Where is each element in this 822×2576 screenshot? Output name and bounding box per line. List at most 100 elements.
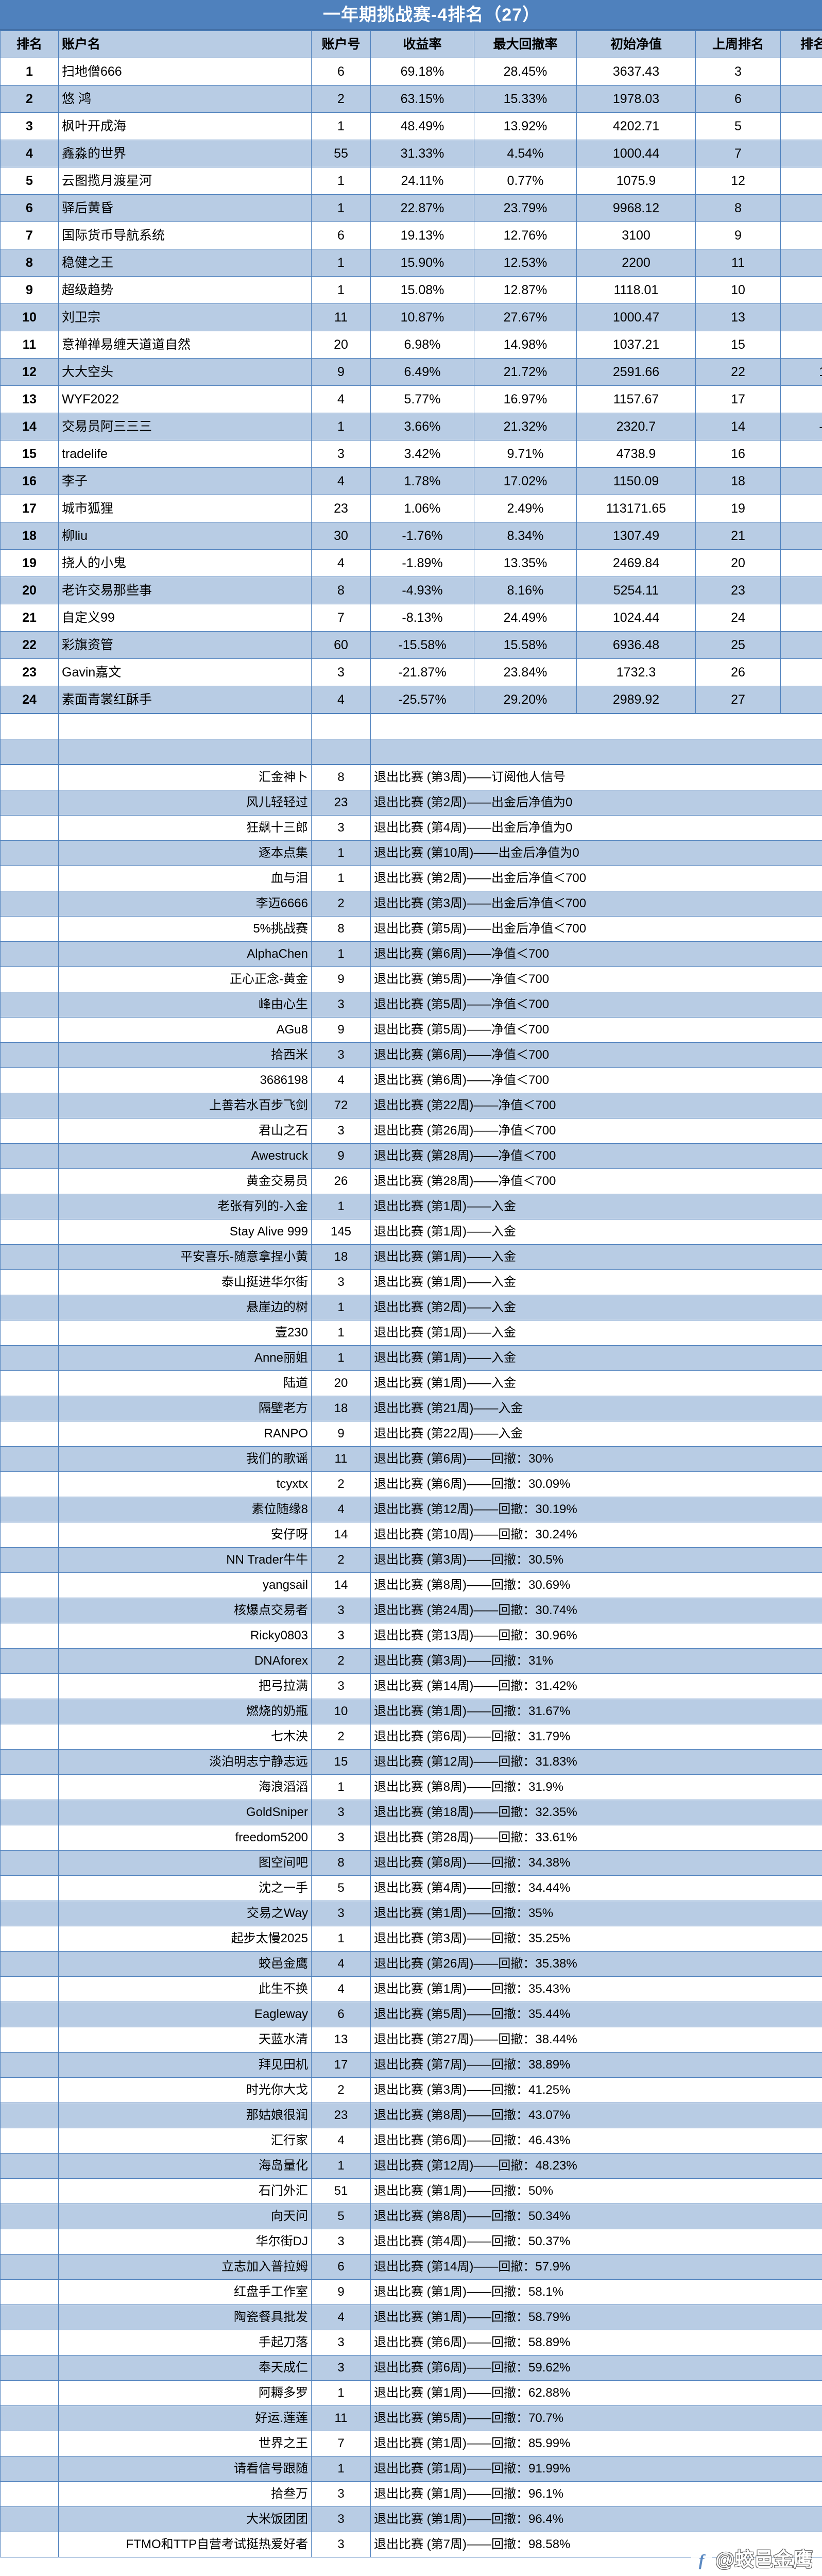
cell-exit-account-no: 1 bbox=[311, 840, 371, 866]
cell-exit-blank bbox=[0, 1850, 59, 1876]
cell-exit-account-no: 2 bbox=[311, 1471, 371, 1497]
cell-account-name: 李子 bbox=[58, 467, 312, 495]
cell-exit-name: 世界之王 bbox=[58, 2431, 312, 2456]
cell-exit-name: 壹230 bbox=[58, 1320, 312, 1346]
band-separator-row bbox=[0, 739, 822, 765]
cell-exit-reason: 退出比赛 (第26周)——净值＜700 bbox=[370, 1118, 822, 1144]
cell-exit-account-no: 3 bbox=[311, 1901, 371, 1926]
cell-rank: 16 bbox=[0, 467, 59, 495]
cell-exit-account-no: 3 bbox=[311, 1800, 371, 1825]
cell-rank: 3 bbox=[0, 112, 59, 140]
cell-exit-account-no: 4 bbox=[311, 1497, 371, 1522]
cell-exit-account-no: 15 bbox=[311, 1749, 371, 1775]
cell-exit-blank bbox=[0, 1093, 59, 1118]
cell-prev-rank: 16 bbox=[695, 440, 781, 468]
cell-return-rate: 15.90% bbox=[370, 249, 474, 277]
cell-exit-account-no: 3 bbox=[311, 2229, 371, 2255]
cell-rank-change: 2 bbox=[780, 58, 822, 86]
cell-initial-nav: 1732.3 bbox=[576, 658, 696, 686]
cell-account-no: 11 bbox=[311, 303, 371, 331]
cell-account-no: 8 bbox=[311, 577, 371, 604]
list-item: 上善若水百步飞剑 72 退出比赛 (第22周)——净值＜700 bbox=[0, 1093, 822, 1118]
cell-initial-nav: 1150.09 bbox=[576, 467, 696, 495]
cell-rank: 7 bbox=[0, 222, 59, 249]
cell-account-no: 4 bbox=[311, 549, 371, 577]
cell-account-no: 23 bbox=[311, 495, 371, 522]
cell-exit-name: 海浪滔滔 bbox=[58, 1774, 312, 1800]
list-item: 大米饭团团 3 退出比赛 (第1周)——回撤：96.4% bbox=[0, 2506, 822, 2532]
cell-account-no: 55 bbox=[311, 140, 371, 167]
cell-exit-blank bbox=[0, 2103, 59, 2128]
column-header-return-rate: 收益率 bbox=[370, 30, 474, 58]
list-item: 世界之王 7 退出比赛 (第1周)——回撤：85.99% bbox=[0, 2431, 822, 2456]
cell-max-drawdown: 21.32% bbox=[474, 413, 577, 440]
list-item: 华尔街DJ 3 退出比赛 (第4周)——回撤：50.37% bbox=[0, 2229, 822, 2255]
cell-exit-name: FTMO和TTP自营考试挺热爱好者 bbox=[58, 2532, 312, 2557]
cell-initial-nav: 2989.92 bbox=[576, 686, 696, 714]
column-header-account-no: 账户号 bbox=[311, 30, 371, 58]
cell-exit-reason: 退出比赛 (第6周)——净值＜700 bbox=[370, 1067, 822, 1093]
exit-table-body: 汇金神卜 8 退出比赛 (第3周)——订阅他人信号 风儿轻轻过 23 退出比赛 (第2周)… bbox=[0, 765, 822, 2557]
cell-max-drawdown: 14.98% bbox=[474, 331, 577, 359]
cell-exit-blank bbox=[0, 2330, 59, 2355]
cell-account-no: 1 bbox=[311, 413, 371, 440]
cell-exit-reason: 退出比赛 (第1周)——回撤：58.79% bbox=[370, 2304, 822, 2330]
column-header-account-name: 账户名 bbox=[58, 30, 312, 58]
cell-exit-blank bbox=[0, 1976, 59, 2002]
cell-exit-name: 隔壁老方 bbox=[58, 1396, 312, 1421]
list-item: 立志加入普拉姆 6 退出比赛 (第14周)——回撤：57.9% bbox=[0, 2254, 822, 2280]
cell-exit-reason: 退出比赛 (第6周)——回撤：30% bbox=[370, 1446, 822, 1472]
cell-exit-account-no: 72 bbox=[311, 1093, 371, 1118]
list-item: 拾叁万 3 退出比赛 (第1周)——回撤：96.1% bbox=[0, 2481, 822, 2507]
cell-exit-account-no: 9 bbox=[311, 1143, 371, 1169]
cell-rank: 20 bbox=[0, 577, 59, 604]
cell-exit-reason: 退出比赛 (第12周)——回撤：31.83% bbox=[370, 1749, 822, 1775]
cell-max-drawdown: 13.35% bbox=[474, 549, 577, 577]
cell-exit-blank bbox=[0, 2405, 59, 2431]
cell-rank-change: 3 bbox=[780, 686, 822, 714]
list-item: 3686198 4 退出比赛 (第6周)——净值＜700 bbox=[0, 1067, 822, 1093]
cell-initial-nav: 2320.7 bbox=[576, 413, 696, 440]
cell-account-no: 4 bbox=[311, 385, 371, 413]
cell-prev-rank: 26 bbox=[695, 658, 781, 686]
cell-exit-blank bbox=[0, 1547, 59, 1573]
list-item: 风儿轻轻过 23 退出比赛 (第2周)——出金后净值为0 bbox=[0, 790, 822, 816]
cell-rank-change: 10 bbox=[780, 358, 822, 386]
list-item: 素位随缘8 4 退出比赛 (第12周)——回撤：30.19% bbox=[0, 1497, 822, 1522]
cell-rank-change: 1 bbox=[780, 276, 822, 304]
cell-account-no: 2 bbox=[311, 85, 371, 113]
cell-exit-account-no: 4 bbox=[311, 1951, 371, 1977]
list-item: 燃烧的奶瓶 10 退出比赛 (第1周)——回撤：31.67% bbox=[0, 1699, 822, 1724]
cell-rank-change: 3 bbox=[780, 631, 822, 659]
list-item: 交易之Way 3 退出比赛 (第1周)——回撤：35% bbox=[0, 1901, 822, 1926]
ranking-table: 排名 账户名 账户号 收益率 最大回撤率 初始净值 上周排名 排名升降 1扫地僧… bbox=[0, 30, 822, 714]
cell-max-drawdown: 28.45% bbox=[474, 58, 577, 86]
cell-exit-blank bbox=[0, 1118, 59, 1144]
cell-account-name: 鑫淼的世界 bbox=[58, 140, 312, 167]
cell-exit-name: 素位随缘8 bbox=[58, 1497, 312, 1522]
ranking-table-header: 排名 账户名 账户号 收益率 最大回撤率 初始净值 上周排名 排名升降 bbox=[0, 30, 822, 58]
cell-exit-blank bbox=[0, 2431, 59, 2456]
list-item: 泰山挺进华尔街 3 退出比赛 (第1周)——入金 bbox=[0, 1269, 822, 1295]
cell-exit-blank bbox=[0, 2002, 59, 2027]
cell-exit-blank bbox=[0, 2532, 59, 2557]
cell-prev-rank: 24 bbox=[695, 604, 781, 632]
cell-exit-name: yangsail bbox=[58, 1572, 312, 1598]
cell-exit-account-no: 3 bbox=[311, 1118, 371, 1144]
cell-exit-name: 泰山挺进华尔街 bbox=[58, 1269, 312, 1295]
cell-max-drawdown: 0.77% bbox=[474, 167, 577, 195]
cell-exit-reason: 退出比赛 (第1周)——回撤：96.1% bbox=[370, 2481, 822, 2507]
cell-exit-account-no: 2 bbox=[311, 1648, 371, 1674]
list-item: 李迈6666 2 退出比赛 (第3周)——出金后净值＜700 bbox=[0, 891, 822, 917]
cell-exit-reason: 退出比赛 (第8周)——回撤：30.69% bbox=[370, 1572, 822, 1598]
cell-account-no: 60 bbox=[311, 631, 371, 659]
cell-account-name: 素面青裳红酥手 bbox=[58, 686, 312, 714]
cell-exit-account-no: 2 bbox=[311, 1547, 371, 1573]
cell-return-rate: -8.13% bbox=[370, 604, 474, 632]
list-item: 5%挑战赛 8 退出比赛 (第5周)——出金后净值＜700 bbox=[0, 916, 822, 942]
